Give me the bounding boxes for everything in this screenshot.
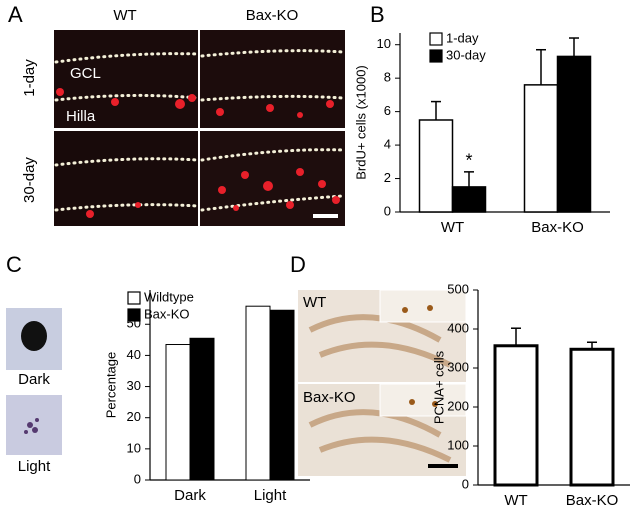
x-tick-label: Bax-KO [566,492,619,509]
y-axis-label: BrdU+ cells (x1000) [353,65,368,180]
bar [269,309,295,481]
annotation: * [465,151,472,171]
region-label: GCL [70,65,101,82]
cell-image [6,395,62,455]
legend-swatch [127,308,141,322]
region-label: Hilla [66,108,96,125]
y-tick-label: 30 [127,378,141,393]
legend-label: 30-day [446,47,486,62]
panel-label: B [370,2,385,27]
y-tick-label: 0 [134,471,141,486]
row-label: 1-day [21,59,38,97]
micrograph-grid [54,30,345,226]
y-tick-label: 2 [384,170,391,185]
legend-label: 1-day [446,30,479,45]
x-tick-label: Light [254,487,287,504]
y-tick-label: 10 [377,36,391,51]
bar [418,119,454,213]
legend-swatch [429,49,443,63]
y-tick-label: 40 [127,347,141,362]
image-label: WT [303,294,326,311]
x-tick-label: WT [441,219,464,236]
column-label: WT [113,7,136,24]
x-tick-label: WT [504,492,527,509]
y-tick-label: 100 [447,437,469,452]
y-tick-label: 0 [384,203,391,218]
y-axis-label: PCNA+ cells [431,350,446,424]
y-tick-label: 500 [447,281,469,296]
panel-label: C [6,252,22,277]
y-tick-label: 300 [447,359,469,374]
column-label: Bax-KO [246,7,299,24]
y-tick-label: 6 [384,103,391,118]
bar [189,337,215,481]
bar [556,55,592,213]
x-tick-label: Dark [174,487,206,504]
legend-swatch [127,291,141,305]
row-label: 30-day [21,157,38,203]
bar [165,344,191,481]
image-label: Bax-KO [303,389,356,406]
y-tick-label: 20 [127,409,141,424]
y-tick-label: 200 [447,398,469,413]
y-tick-label: 4 [384,137,391,152]
bar [493,344,539,487]
bar [569,347,615,487]
legend-label: Wildtype [144,289,194,304]
cell-label: Light [18,458,51,475]
bar [451,186,487,213]
legend-swatch [429,32,443,46]
cell-label: Dark [18,371,50,388]
y-tick-label: 0 [462,476,469,491]
legend-label: Bax-KO [144,306,190,321]
x-tick-label: Bax-KO [531,219,584,236]
y-tick-label: 400 [447,320,469,335]
cell-image [21,321,47,351]
panel-label: D [290,252,306,277]
y-tick-label: 10 [127,440,141,455]
y-axis-label: Percentage [103,352,118,419]
y-tick-label: 8 [384,70,391,85]
bar [245,305,271,481]
panel-label: A [8,2,23,27]
bar [523,84,559,213]
